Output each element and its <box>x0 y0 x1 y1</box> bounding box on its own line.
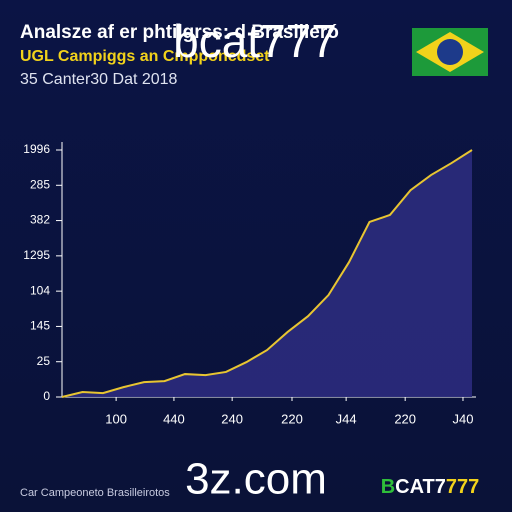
x-tick-label: J44 <box>336 411 357 426</box>
area <box>62 150 472 397</box>
subtitle: UGL Campiggs an Cmpponcdset <box>20 48 270 65</box>
watermark: bcat777 <box>173 15 337 67</box>
logo-part: CAT7 <box>395 476 446 498</box>
note: 35 Canter30 Dat 2018 <box>20 71 178 88</box>
logo-part: 777 <box>446 476 479 498</box>
y-tick-label: 0 <box>43 389 50 403</box>
logo-part: B <box>381 476 395 498</box>
logo: BCAT7777 <box>381 476 480 498</box>
x-tick-label: 220 <box>394 411 416 426</box>
flag <box>412 28 488 76</box>
x-tick-label: J40 <box>452 411 473 426</box>
y-tick-label: 145 <box>30 319 50 333</box>
x-tick-label: 240 <box>221 411 243 426</box>
x-tick-label: 100 <box>105 411 127 426</box>
x-tick-label: 220 <box>281 411 303 426</box>
y-tick-label: 25 <box>37 354 51 368</box>
y-tick-label: 285 <box>30 177 50 191</box>
watermark: 3z.com <box>185 455 327 504</box>
line <box>61 149 473 398</box>
title: Analsze af er phtilgrss: d Brasilleró <box>20 22 339 43</box>
y-tick-label: 1295 <box>23 248 50 262</box>
y-tick-label: 104 <box>30 283 50 297</box>
source: Car Campeoneto Brasilleirotos <box>20 487 170 499</box>
x-tick-label: 440 <box>163 411 185 426</box>
y-tick-label: 1996 <box>23 142 50 156</box>
y-tick-label: 382 <box>30 213 50 227</box>
